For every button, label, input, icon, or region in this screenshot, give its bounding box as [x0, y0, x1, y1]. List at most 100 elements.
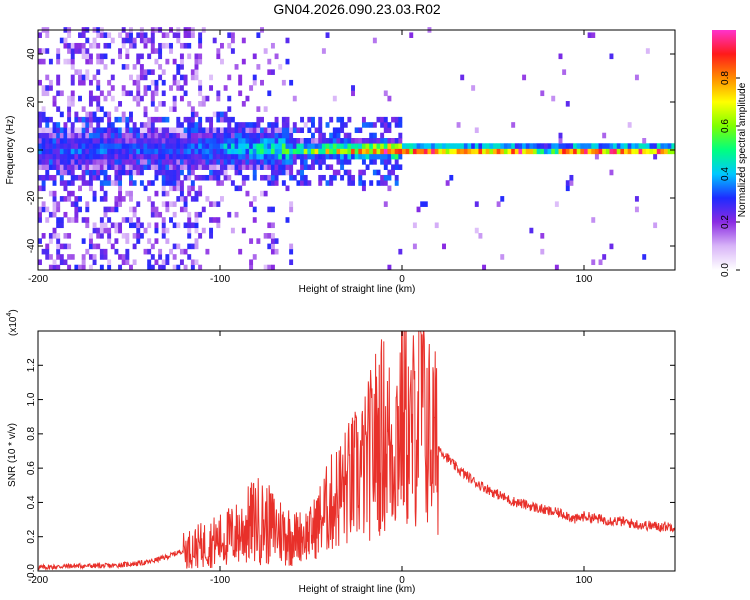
heatmap-cell — [336, 159, 341, 165]
heatmap-cell — [609, 148, 614, 155]
heatmap-cell — [114, 106, 119, 112]
heatmap-cell — [281, 153, 286, 160]
heatmap-cell — [372, 148, 377, 155]
heatmap-cell — [456, 143, 461, 149]
heatmap-cell — [376, 169, 381, 176]
heatmap-cell — [634, 206, 639, 213]
heatmap-cell — [150, 201, 155, 207]
heatmap-cell — [238, 185, 243, 192]
heatmap-cell — [194, 222, 199, 229]
heatmap-cell — [365, 138, 370, 144]
heatmap-cell — [216, 169, 221, 176]
heatmap-cell — [456, 122, 461, 128]
heatmap-cell — [245, 95, 250, 102]
heatmap-cell — [452, 148, 457, 155]
heatmap-cell — [281, 116, 286, 123]
snr-y-tick-label: 1.2 — [26, 358, 37, 372]
heatmap-cell — [653, 153, 658, 160]
heatmap-cell — [383, 201, 388, 207]
spectrogram-y-tick-label: -40 — [26, 238, 37, 253]
heatmap-cell — [281, 127, 286, 134]
heatmap-cell — [361, 159, 366, 165]
heatmap-cell — [223, 148, 228, 155]
heatmap-cell — [183, 74, 188, 81]
heatmap-cell — [143, 90, 148, 97]
heatmap-cell — [59, 37, 64, 44]
heatmap-cell — [59, 111, 64, 118]
heatmap-cell — [187, 159, 192, 165]
heatmap-cell — [205, 138, 210, 144]
heatmap-cell — [154, 211, 159, 218]
heatmap-cell — [96, 42, 101, 49]
heatmap-cell — [565, 143, 570, 149]
heatmap-cell — [321, 159, 326, 165]
heatmap-cell — [402, 143, 406, 149]
heatmap-cell — [70, 64, 75, 70]
heatmap-cell — [525, 148, 530, 155]
heatmap-cell — [172, 169, 177, 176]
heatmap-cell — [48, 116, 53, 123]
heatmap-cell — [223, 111, 228, 118]
heatmap-cell — [252, 217, 257, 223]
heatmap-cell — [223, 153, 228, 160]
heatmap-cell — [267, 90, 272, 97]
heatmap-cell — [154, 143, 159, 149]
heatmap-cell — [143, 248, 148, 255]
heatmap-cell — [67, 264, 72, 271]
heatmap-cell — [96, 32, 101, 38]
heatmap-cell — [325, 148, 330, 155]
heatmap-cell — [409, 32, 414, 38]
heatmap-cell — [270, 206, 275, 213]
heatmap-cell — [70, 174, 75, 181]
heatmap-cell — [176, 169, 181, 176]
heatmap-cell — [474, 148, 479, 155]
heatmap-cell — [281, 159, 286, 165]
heatmap-cell — [230, 153, 235, 160]
heatmap-cell — [99, 248, 104, 255]
heatmap-cell — [88, 53, 93, 60]
heatmap-cell — [158, 138, 163, 144]
heatmap-cell — [172, 164, 177, 170]
heatmap-cell — [187, 227, 192, 234]
heatmap-cell — [220, 132, 224, 139]
heatmap-cell — [638, 148, 643, 155]
heatmap-cell — [38, 122, 42, 128]
heatmap-cell — [183, 222, 188, 229]
heatmap-cell — [361, 185, 366, 192]
heatmap-cell — [234, 185, 239, 192]
heatmap-cell — [260, 127, 264, 134]
heatmap-cell — [205, 153, 210, 160]
heatmap-cell — [340, 116, 345, 123]
heatmap-cell — [129, 90, 133, 97]
heatmap-cell — [194, 53, 199, 60]
heatmap-cell — [92, 143, 97, 149]
heatmap-cell — [70, 180, 75, 186]
heatmap-cell — [303, 143, 308, 149]
heatmap-cell — [70, 42, 75, 49]
heatmap-cell — [394, 164, 399, 170]
snr-x-tick-label: 100 — [576, 575, 593, 586]
heatmap-cell — [125, 169, 130, 176]
heatmap-cell — [99, 90, 104, 97]
heatmap-cell — [241, 153, 246, 160]
heatmap-cell — [307, 164, 312, 170]
heatmap-cell — [139, 32, 144, 38]
heatmap-cell — [332, 132, 337, 139]
heatmap-cell — [194, 227, 199, 234]
heatmap-cell — [67, 196, 72, 202]
heatmap-cell — [132, 211, 137, 218]
heatmap-cell — [212, 138, 217, 144]
heatmap-cell — [263, 159, 268, 165]
heatmap-cell — [92, 42, 97, 49]
heatmap-cell — [158, 264, 163, 271]
heatmap-cell — [300, 148, 305, 155]
heatmap-cell — [238, 159, 243, 165]
heatmap-cell — [627, 122, 632, 128]
heatmap-cell — [70, 148, 75, 155]
heatmap-cell — [147, 153, 152, 160]
heatmap-cell — [234, 127, 239, 134]
heatmap-cell — [351, 174, 355, 181]
heatmap-cell — [154, 153, 159, 160]
heatmap-cell — [150, 254, 155, 260]
heatmap-cell — [540, 248, 545, 255]
